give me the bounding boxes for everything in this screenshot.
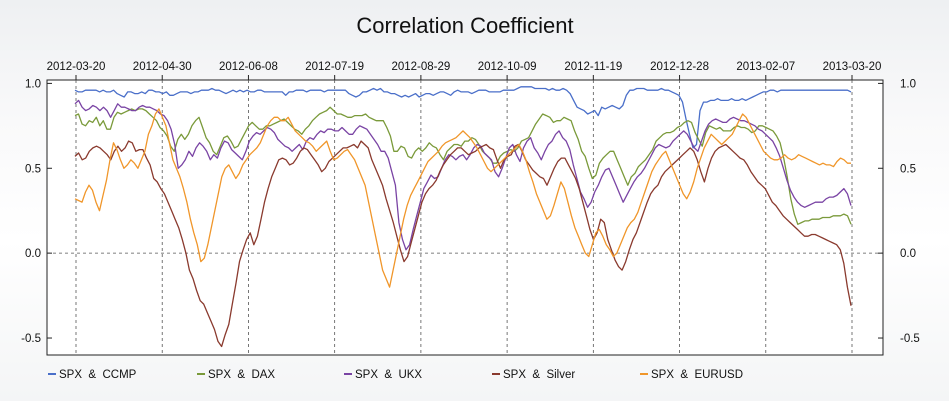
plot-area <box>46 79 884 356</box>
x-tick-label: 2012-10-09 <box>478 61 537 73</box>
legend-label: SPX & UKX <box>355 369 422 381</box>
x-tick-label: 2012-04-30 <box>133 61 192 73</box>
series-line-1 <box>74 106 852 225</box>
y-axis-right: 1.0 0.5 0.0 -0.5 <box>878 78 920 345</box>
x-tick-label: 2012-11-19 <box>564 61 622 73</box>
x-axis-ticks: 2012-03-20 2012-04-30 2012-06-08 2012-07-19… <box>47 61 882 80</box>
x-tick-label: 2012-07-19 <box>305 61 364 73</box>
y-tick-label-left: -0.5 <box>21 333 41 345</box>
legend-label: SPX & DAX <box>208 369 275 381</box>
x-tick-label: 2012-06-08 <box>219 61 278 73</box>
legend-label: SPX & Silver <box>503 369 575 381</box>
y-tick-label-right: 0.0 <box>900 248 916 260</box>
x-tick-label: 2012-12-28 <box>650 61 709 73</box>
x-tick-label: 2013-03-20 <box>823 61 882 73</box>
legend-label: SPX & CCMP <box>59 369 137 381</box>
series-line-2 <box>74 99 852 251</box>
legend-label: SPX & EURUSD <box>651 369 743 381</box>
legend: SPX & CCMP SPX & DAX SPX & UKX SPX & Silver… <box>48 369 743 381</box>
y-tick-label-left: 0.0 <box>25 248 41 260</box>
x-tick-label: 2012-08-29 <box>391 61 450 73</box>
y-tick-label-left: 0.5 <box>25 163 41 175</box>
series-line-3 <box>74 140 852 348</box>
y-axis-left: 1.0 0.5 0.0 -0.5 <box>21 78 52 345</box>
y-tick-label-right: 1.0 <box>900 78 916 90</box>
series-line-0 <box>74 86 852 149</box>
y-tick-label-right: -0.5 <box>900 333 920 345</box>
x-tick-label: 2013-02-07 <box>736 61 795 73</box>
series-line-4 <box>74 108 851 288</box>
series-lines <box>74 86 852 348</box>
chart-title: Correlation Coefficient <box>356 13 573 38</box>
y-tick-label-right: 0.5 <box>900 163 916 175</box>
x-tick-label: 2012-03-20 <box>47 61 106 73</box>
y-tick-label-left: 1.0 <box>25 78 41 90</box>
